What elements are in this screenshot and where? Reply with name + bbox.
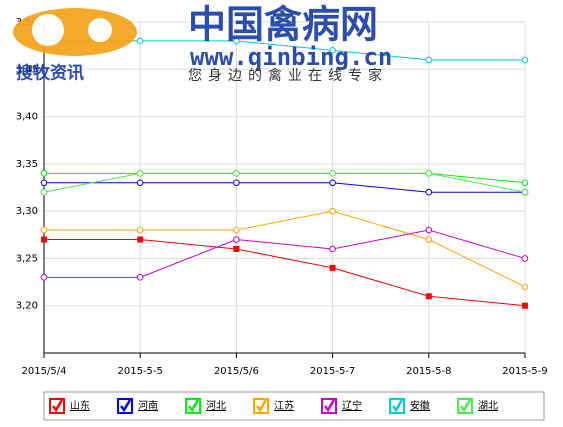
legend-check-mark (52, 399, 64, 413)
point (425, 226, 433, 234)
point (521, 188, 529, 196)
legend-check-mark (324, 399, 336, 413)
legend-item: 河南 (117, 398, 158, 414)
point (136, 179, 144, 187)
legend-item: 河北 (185, 398, 226, 414)
point (40, 226, 48, 234)
point (425, 170, 433, 177)
point (233, 245, 240, 252)
y-tick-label: 3,25 (16, 253, 38, 264)
point (425, 188, 433, 196)
legend-check-mark (256, 399, 268, 413)
y-tick-label: 3,20 (16, 301, 38, 312)
y-tick-label: 3,30 (16, 206, 38, 217)
point (136, 226, 144, 234)
point (329, 179, 336, 187)
legend-label: 河北 (206, 400, 226, 412)
logo (13, 8, 137, 56)
point (40, 170, 48, 177)
point (41, 236, 47, 243)
series-line (44, 229, 526, 278)
legend-label: 河南 (138, 399, 158, 412)
legend-box (43, 391, 545, 421)
point (233, 226, 240, 234)
point (136, 37, 144, 45)
legend-label: 辽宁 (342, 399, 362, 412)
legend-label: 湖北 (478, 400, 498, 412)
point (40, 179, 48, 187)
series-line (44, 210, 526, 288)
point (136, 170, 144, 177)
legend-item: 湖北 (457, 398, 498, 414)
point (40, 274, 48, 281)
watermark-channel: 搜牧资讯 (16, 63, 84, 84)
point (329, 245, 336, 253)
point (329, 47, 336, 54)
x-tick-label: 2015-5-8 (406, 366, 451, 377)
point (233, 179, 240, 187)
point (521, 255, 529, 262)
legend-item: 安徽 (389, 398, 430, 414)
point (137, 236, 144, 243)
x-tick-label: 2015-5-5 (118, 366, 163, 377)
legend-label: 安徽 (410, 399, 430, 412)
x-tick-label: 2015-5-9 (502, 366, 547, 377)
legend-item: 辽宁 (321, 398, 362, 414)
point (425, 236, 433, 243)
series-line (44, 239, 526, 307)
x-tick-label: 2015/5/4 (22, 366, 67, 377)
x-tick-label: 2015/5/6 (214, 366, 259, 377)
logo-mark (88, 18, 112, 42)
legend-check-mark (188, 399, 200, 413)
y-tick-label: 3,40 (16, 112, 38, 123)
point (233, 37, 240, 45)
point (521, 56, 529, 64)
legend-item: 山东 (49, 398, 90, 414)
legend-label: 江苏 (274, 399, 294, 412)
y-tick-label: 3,45 (16, 64, 38, 75)
watermark-url: www.qinbing.cn (190, 43, 392, 71)
point (233, 170, 240, 177)
point (329, 170, 336, 177)
series-line (44, 182, 525, 193)
point (329, 264, 336, 271)
logo-mark (32, 14, 64, 46)
legend-label: 山东 (70, 399, 90, 412)
x-tick-label: 2015-5-7 (310, 366, 355, 377)
legend-check-mark (120, 399, 132, 413)
point (521, 179, 529, 187)
point (136, 274, 144, 281)
point (425, 56, 433, 64)
watermark-site: 中国禽病网 (188, 2, 378, 47)
point (233, 236, 240, 243)
point (522, 302, 528, 309)
legend-check-mark (460, 399, 472, 413)
series-line (43, 172, 526, 193)
y-tick-label: 3,35 (16, 159, 38, 170)
legend-check-mark (392, 399, 404, 413)
point (40, 188, 48, 196)
watermark-slogan: 您身边的禽业在线专家 (188, 67, 388, 84)
point (329, 207, 336, 215)
point (425, 293, 432, 300)
point (521, 283, 529, 291)
legend-item: 江苏 (253, 398, 294, 414)
